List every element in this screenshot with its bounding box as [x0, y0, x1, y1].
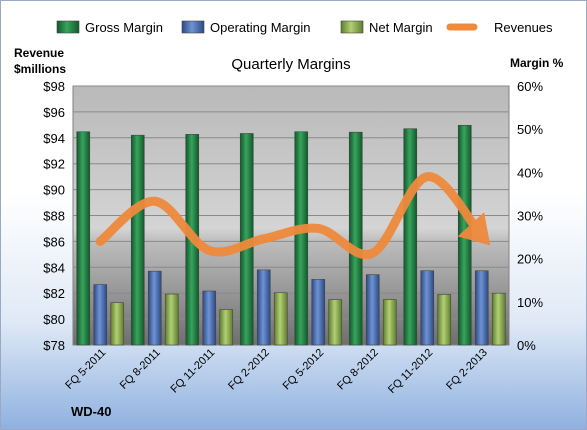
- legend-gross-margin-swatch: [56, 20, 80, 34]
- net-margin-bar: [382, 299, 397, 346]
- right-tick-label: 20%: [517, 252, 543, 267]
- net-margin-bar: [491, 292, 506, 346]
- gross-margin-bar: [457, 124, 472, 346]
- chart-title: Quarterly Margins: [231, 56, 350, 73]
- operating-margin-bar: [311, 279, 326, 346]
- net-margin-bar: [273, 292, 288, 346]
- net-margin-bar: [437, 294, 452, 346]
- net-margin-bar: [110, 302, 125, 346]
- right-tick-label: 40%: [517, 165, 543, 180]
- gross-margin-bar: [76, 131, 91, 346]
- gross-margin-bar: [130, 134, 145, 346]
- net-margin-bar: [328, 299, 343, 346]
- category-label: FQ 2-2013: [444, 347, 490, 393]
- operating-margin-bar: [202, 290, 217, 346]
- operating-margin-bar: [474, 270, 489, 346]
- net-margin-bar: [164, 293, 179, 346]
- left-tick-label: $90: [43, 183, 65, 198]
- category-label: FQ 5-2011: [63, 347, 108, 392]
- legend-operating-margin-swatch: [181, 20, 205, 34]
- net-margin-bar: [219, 309, 234, 346]
- category-label: FQ 8-2012: [335, 347, 381, 393]
- operating-margin-bar: [147, 270, 162, 346]
- right-tick-label: 0%: [517, 338, 536, 353]
- operating-margin-bar: [256, 269, 271, 346]
- left-axis-label-line1: Revenue: [14, 46, 64, 60]
- category-label: FQ 5-2012: [281, 347, 327, 393]
- right-tick-label: 30%: [517, 209, 543, 224]
- category-label: FQ 8-2011: [118, 347, 163, 392]
- left-tick-label: $98: [43, 79, 65, 94]
- operating-margin-bar: [420, 270, 435, 346]
- legend-net-margin-swatch: [340, 20, 364, 34]
- gross-margin-bar: [348, 131, 363, 346]
- left-tick-label: $92: [43, 157, 65, 172]
- left-tick-label: $82: [43, 286, 65, 301]
- left-tick-label: $94: [43, 131, 65, 146]
- right-tick-label: 60%: [517, 79, 543, 94]
- left-tick-label: $78: [43, 338, 65, 353]
- operating-margin-bar: [365, 274, 380, 346]
- left-tick-label: $80: [43, 312, 65, 327]
- right-axis-label: Margin %: [510, 56, 564, 70]
- category-label: FQ 11-2012: [386, 347, 435, 396]
- company-label: WD-40: [71, 404, 111, 419]
- category-label: FQ 11-2011: [169, 347, 218, 396]
- legend-gross-margin-label: Gross Margin: [85, 20, 163, 35]
- left-tick-label: $88: [43, 209, 65, 224]
- revenues-line: [95, 172, 491, 260]
- operating-margin-bar: [93, 284, 108, 346]
- left-tick-label: $84: [43, 260, 65, 275]
- category-label: FQ 2-2012: [226, 347, 272, 393]
- gross-margin-bar: [403, 128, 418, 346]
- legend-net-margin-label: Net Margin: [369, 20, 433, 35]
- right-tick-label: 10%: [517, 295, 543, 310]
- legend-revenues-label: Revenues: [494, 20, 553, 35]
- left-tick-label: $86: [43, 234, 65, 249]
- left-tick-label: $96: [43, 105, 65, 120]
- legend-operating-margin-label: Operating Margin: [210, 20, 310, 35]
- left-axis-label-line2: $millions: [14, 62, 66, 76]
- gross-margin-bar: [294, 131, 309, 346]
- right-tick-label: 50%: [517, 122, 543, 137]
